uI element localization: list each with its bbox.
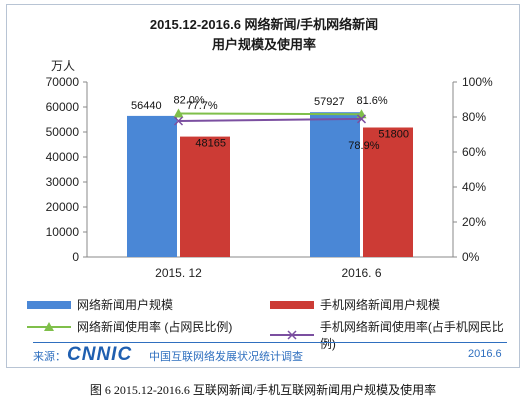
chart-subtitle: 用户规模及使用率 <box>211 37 316 52</box>
source-date: 2016.6 <box>468 348 502 360</box>
legend-label: 网络新闻使用率 (占网民比例) <box>77 320 233 334</box>
legend-item-mobile-news-rate: 手机网络新闻使用率(占手机网民比例) <box>270 318 519 352</box>
cnnic-logo: CNNIC <box>67 344 133 365</box>
rate-marker-x <box>173 116 184 126</box>
rate-value-label: 82.0% <box>174 95 205 107</box>
y2-tick-label: 20% <box>462 215 486 229</box>
y-tick-label: 60000 <box>46 100 80 114</box>
y-tick-label: 40000 <box>46 150 80 164</box>
rate-marker-triangle <box>173 108 184 118</box>
rate-value-label: 77.7% <box>187 100 218 112</box>
y-tick-label: 50000 <box>46 125 80 139</box>
rate-value-label: 78.9% <box>348 140 379 152</box>
bar-mobile-news-users <box>363 127 413 257</box>
bar-internet-news-users <box>127 115 177 258</box>
bar-value-label: 51800 <box>378 129 409 141</box>
source-label: 来源： <box>33 351 66 363</box>
legend-swatch-purple-line <box>270 330 314 340</box>
legend-item-internet-news-users: 网络新闻用户规模 <box>27 296 173 313</box>
legend-label: 手机网络新闻使用率(占手机网民比例) <box>319 320 504 351</box>
bar-value-label: 56440 <box>131 100 162 112</box>
x-tick-label: 2016. 6 <box>341 266 381 280</box>
bar-internet-news-users <box>310 112 360 258</box>
y-tick-label: 10000 <box>46 225 80 239</box>
bar-value-label: 57927 <box>314 96 345 108</box>
line-internet-news-rate <box>178 112 362 116</box>
rate-value-label: 81.6% <box>357 95 388 107</box>
legend-label: 手机网络新闻用户规模 <box>320 298 441 312</box>
footer-divider <box>33 342 507 343</box>
legend-item-mobile-news-users: 手机网络新闻用户规模 <box>270 296 440 313</box>
legend-label: 网络新闻用户规模 <box>77 298 174 312</box>
legend-item-internet-news-rate: 网络新闻使用率 (占网民比例) <box>27 318 232 335</box>
source-org: 中国互联网络发展状况统计调查 <box>149 351 303 363</box>
y2-tick-label: 40% <box>462 180 486 194</box>
y2-tick-label: 0% <box>462 250 480 264</box>
line-mobile-news-rate <box>178 117 362 123</box>
chart-plot: 0 10000 20000 30000 40000 50000 60000 70000 0% 20… <box>46 75 493 280</box>
legend-swatch-green-line <box>27 321 71 331</box>
y-tick-label: 70000 <box>46 75 80 89</box>
y-tick-label: 20000 <box>46 200 80 214</box>
y-tick-label: 30000 <box>46 175 80 189</box>
y2-tick-label: 60% <box>462 145 486 159</box>
chart-panel: 2015.12-2016.6 网络新闻/手机网络新闻 用户规模及使用率 万人 0… <box>6 4 520 368</box>
rate-marker-x <box>356 114 367 124</box>
legend-swatch-red <box>270 300 314 309</box>
bar-value-label: 48165 <box>195 138 226 150</box>
bar-mobile-news-users <box>180 136 230 257</box>
y2-tick-label: 80% <box>462 110 486 124</box>
x-tick-label: 2015. 12 <box>155 266 202 280</box>
y2-tick-label: 100% <box>462 75 493 89</box>
figure-caption: 图 6 2015.12-2016.6 互联网新闻/手机互联网新闻用户规模及使用率 <box>89 383 437 397</box>
y-tick-label: 0 <box>72 250 79 264</box>
legend-swatch-blue <box>27 300 71 309</box>
y-axis-unit-label: 万人 <box>51 59 76 73</box>
chart-title: 2015.12-2016.6 网络新闻/手机网络新闻 <box>149 17 379 32</box>
